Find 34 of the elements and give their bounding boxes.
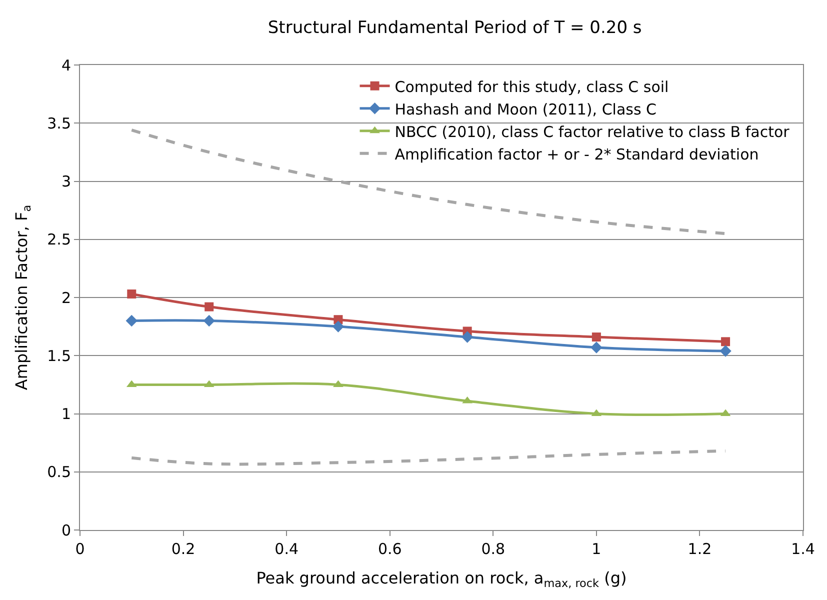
point [127, 290, 136, 299]
line-series [130, 449, 728, 466]
point [126, 314, 138, 327]
legend-label: Hashash and Moon (2011), Class C [394, 100, 657, 118]
x-tick-label: 1.4 [791, 540, 815, 558]
x-tick-label: 0.6 [378, 540, 402, 558]
point [721, 337, 730, 346]
x-tick-label: 1.2 [688, 540, 712, 558]
point [332, 320, 344, 332]
legend-label: NBCC (2010), class C factor relative to class B factor [394, 122, 790, 141]
x-tick-label: 0.4 [274, 540, 298, 558]
y-tick-label: 1 [61, 405, 71, 423]
point [461, 331, 474, 343]
x-tick-label: 0 [75, 540, 85, 558]
point [720, 345, 732, 357]
x-tick-label: 0.2 [171, 540, 196, 558]
y-tick-label: 2.5 [47, 230, 71, 249]
point [203, 314, 215, 327]
x-axis-title: Peak ground acceleration on rock, a$_{max, rock}$ (g) [256, 568, 627, 590]
x-tick-label: 0.8 [481, 540, 506, 558]
y-tick-label: 3 [61, 172, 71, 190]
chart-title: Structural Fundamental Period of T = 0.20 s [268, 18, 642, 38]
y-tick-label: 0.5 [47, 463, 71, 482]
y-tick-label: 4 [61, 56, 71, 74]
y-tick-label: 0 [61, 521, 71, 540]
point [592, 332, 601, 342]
legend-label: Amplification factor + or - 2* Standard deviation [394, 145, 759, 164]
y-tick-label: 2 [61, 288, 71, 307]
y-tick-label: 3.5 [47, 114, 71, 132]
point [204, 302, 214, 312]
x-tick-label: 1 [592, 540, 602, 558]
legend-label: Computed for this study, class C soil [394, 78, 669, 96]
y-tick-label: 1.5 [47, 346, 71, 365]
point [590, 342, 602, 354]
